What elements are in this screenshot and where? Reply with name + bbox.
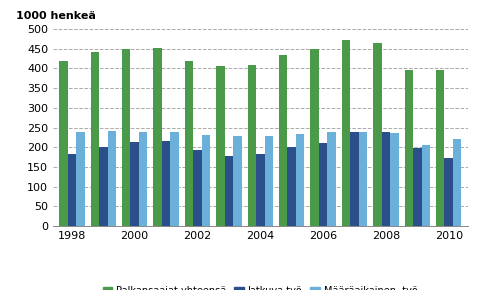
Bar [139, 132, 147, 226]
Text: 1000 henkeä: 1000 henkeä [16, 11, 95, 21]
Bar [359, 132, 367, 226]
Bar [287, 146, 296, 226]
Bar [201, 135, 210, 226]
Bar [59, 61, 67, 226]
Bar [225, 156, 233, 226]
Bar [382, 132, 390, 226]
Bar [436, 70, 444, 226]
Bar [91, 52, 99, 226]
Bar [422, 145, 430, 226]
Bar [185, 61, 193, 226]
Bar [76, 132, 84, 226]
Bar [107, 131, 116, 226]
Bar [310, 49, 319, 226]
Bar [296, 133, 305, 226]
Bar [170, 132, 179, 226]
Bar [122, 49, 131, 226]
Bar [350, 132, 359, 226]
Bar [233, 136, 241, 226]
Bar [373, 43, 382, 226]
Bar [193, 151, 201, 226]
Bar [319, 143, 327, 226]
Bar [279, 55, 287, 226]
Bar [390, 133, 399, 226]
Bar [342, 40, 350, 226]
Bar [327, 132, 336, 226]
Bar [404, 70, 413, 226]
Bar [131, 142, 139, 226]
Bar [99, 146, 107, 226]
Bar [413, 148, 422, 226]
Bar [256, 154, 265, 226]
Bar [67, 154, 76, 226]
Bar [216, 66, 225, 226]
Bar [162, 142, 170, 226]
Bar [453, 139, 461, 226]
Bar [265, 136, 273, 226]
Bar [153, 48, 162, 226]
Bar [444, 158, 453, 226]
Bar [248, 65, 256, 226]
Legend: Palkansaajat yhteensä, Jatkuva työ, Määräaikainen  työ: Palkansaajat yhteensä, Jatkuva työ, Määr… [99, 282, 422, 290]
